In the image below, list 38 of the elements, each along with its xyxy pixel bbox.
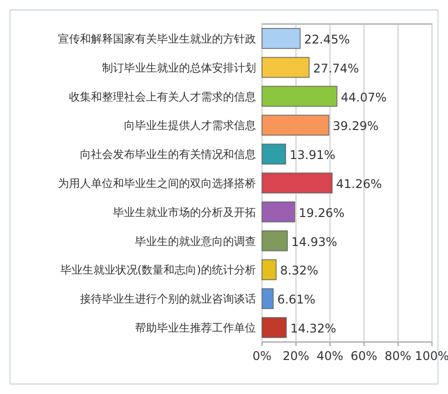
data-label: 44.07% <box>340 90 387 104</box>
bar <box>262 56 310 78</box>
bar <box>262 288 274 310</box>
y-tick-label: 宣传和解释国家有关毕业生就业的方针政 <box>58 32 256 46</box>
y-tick-label: 接待毕业生进行个别的就业咨询谈话 <box>80 292 256 306</box>
data-label: 13.91% <box>290 148 336 162</box>
bar <box>262 86 338 107</box>
y-tick-label: 为用人单位和毕业生之间的双向选择搭桥 <box>58 177 256 190</box>
y-tick-label: 帮助毕业生推荐工作单位 <box>135 322 256 335</box>
data-label: 22.45% <box>304 32 350 46</box>
bar <box>262 114 330 136</box>
x-tick-label: 60% <box>350 349 378 363</box>
y-tick-label: 毕业生就业状况(数量和志向)的统计分析 <box>60 264 256 277</box>
bar <box>262 28 301 49</box>
data-label: 39.29% <box>332 119 379 134</box>
y-tick-label: 收集和整理社会上有关人才需求的信息 <box>69 90 256 104</box>
bar <box>262 259 277 280</box>
y-tick-label: 制订毕业生就业的总体安排计划 <box>102 61 256 74</box>
data-label: 27.74% <box>313 61 359 76</box>
y-tick-label: 向社会发布毕业生的有关情况和信息 <box>80 148 256 162</box>
y-tick-label: 毕业生就业市场的分析及开拓 <box>113 206 256 219</box>
x-tick-label: 20% <box>282 349 310 363</box>
data-label: 14.93% <box>291 234 338 249</box>
data-label: 8.32% <box>280 264 318 278</box>
data-label: 41.26% <box>336 177 382 191</box>
data-label: 19.26% <box>298 206 345 220</box>
x-tick-label: 40% <box>316 349 344 363</box>
bar <box>262 172 333 194</box>
bar <box>262 202 296 222</box>
data-label: 6.61% <box>277 292 316 307</box>
bar <box>262 144 286 164</box>
y-tick-label: 向毕业生提供人才需求信息 <box>124 119 256 132</box>
y-tick-label: 毕业生的就业意向的调查 <box>135 234 256 248</box>
data-label: 14.32% <box>290 322 336 336</box>
x-tick-label: 80% <box>384 349 412 363</box>
bar <box>262 317 287 338</box>
x-tick-label: 0% <box>252 349 272 363</box>
bar <box>262 230 288 252</box>
